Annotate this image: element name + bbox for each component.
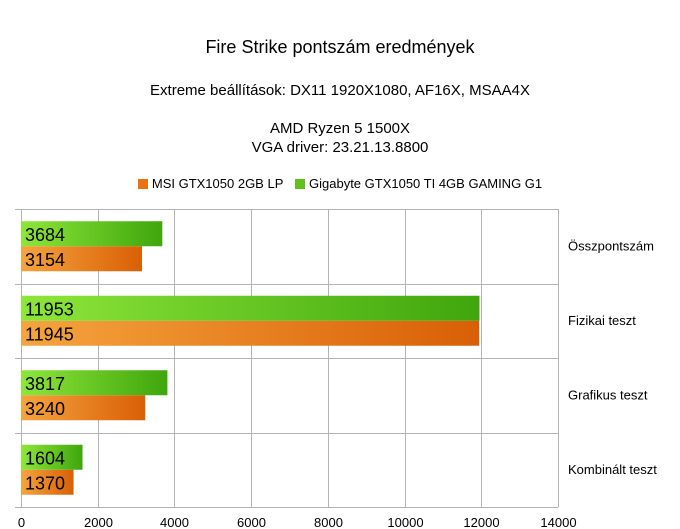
data-label: 11945 bbox=[25, 324, 74, 344]
x-tick-label: 2000 bbox=[84, 515, 113, 529]
x-tick-label: 6000 bbox=[237, 515, 266, 529]
chart-subtitle-cpu: AMD Ryzen 5 1500X bbox=[269, 120, 411, 137]
data-label: 1370 bbox=[25, 473, 65, 493]
category-label: Összpontszám bbox=[568, 238, 654, 253]
data-label: 1604 bbox=[25, 448, 65, 468]
chart-title: Fire Strike pontszám eredmények bbox=[205, 37, 475, 57]
legend-label-gigabyte: Gigabyte GTX1050 TI 4GB GAMING G1 bbox=[309, 176, 543, 191]
chart-subtitle-settings: Extreme beállítások: DX11 1920X1080, AF1… bbox=[150, 82, 530, 99]
data-label: 3240 bbox=[25, 399, 65, 419]
legend-swatch-msi bbox=[137, 179, 148, 189]
x-tick-label: 12000 bbox=[463, 515, 499, 529]
x-tick-label: 4000 bbox=[160, 515, 189, 529]
data-label: 3817 bbox=[25, 374, 65, 394]
x-tick-label: 8000 bbox=[314, 515, 343, 529]
x-tick-label: 10000 bbox=[387, 515, 423, 529]
category-label: Grafikus teszt bbox=[568, 387, 648, 402]
data-label: 3154 bbox=[25, 250, 65, 270]
x-tick-label: 0 bbox=[18, 515, 25, 529]
data-label: 11953 bbox=[25, 299, 74, 319]
bar bbox=[21, 221, 163, 247]
bar bbox=[21, 370, 168, 396]
bar bbox=[21, 246, 142, 272]
chart-subtitle-driver: VGA driver: 23.21.13.8800 bbox=[251, 139, 429, 156]
category-label: Fizikai teszt bbox=[568, 313, 636, 328]
bar bbox=[21, 395, 146, 421]
data-label: 3684 bbox=[25, 225, 65, 245]
bar bbox=[21, 444, 83, 470]
legend-item-gigabyte: Gigabyte GTX1050 TI 4GB GAMING G1 bbox=[295, 176, 542, 191]
legend-item-msi: MSI GTX1050 2GB LP bbox=[137, 176, 284, 191]
chart-legend: MSI GTX1050 2GB LP Gigabyte GTX1050 TI 4… bbox=[0, 176, 680, 191]
legend-swatch-gigabyte bbox=[295, 179, 305, 189]
bar bbox=[21, 469, 74, 495]
category-label: Kombinált teszt bbox=[568, 462, 657, 477]
legend-label-msi: MSI GTX1050 2GB LP bbox=[151, 176, 284, 191]
bar bbox=[21, 295, 480, 321]
bar bbox=[21, 320, 480, 346]
x-tick-label: 14000 bbox=[540, 515, 576, 529]
